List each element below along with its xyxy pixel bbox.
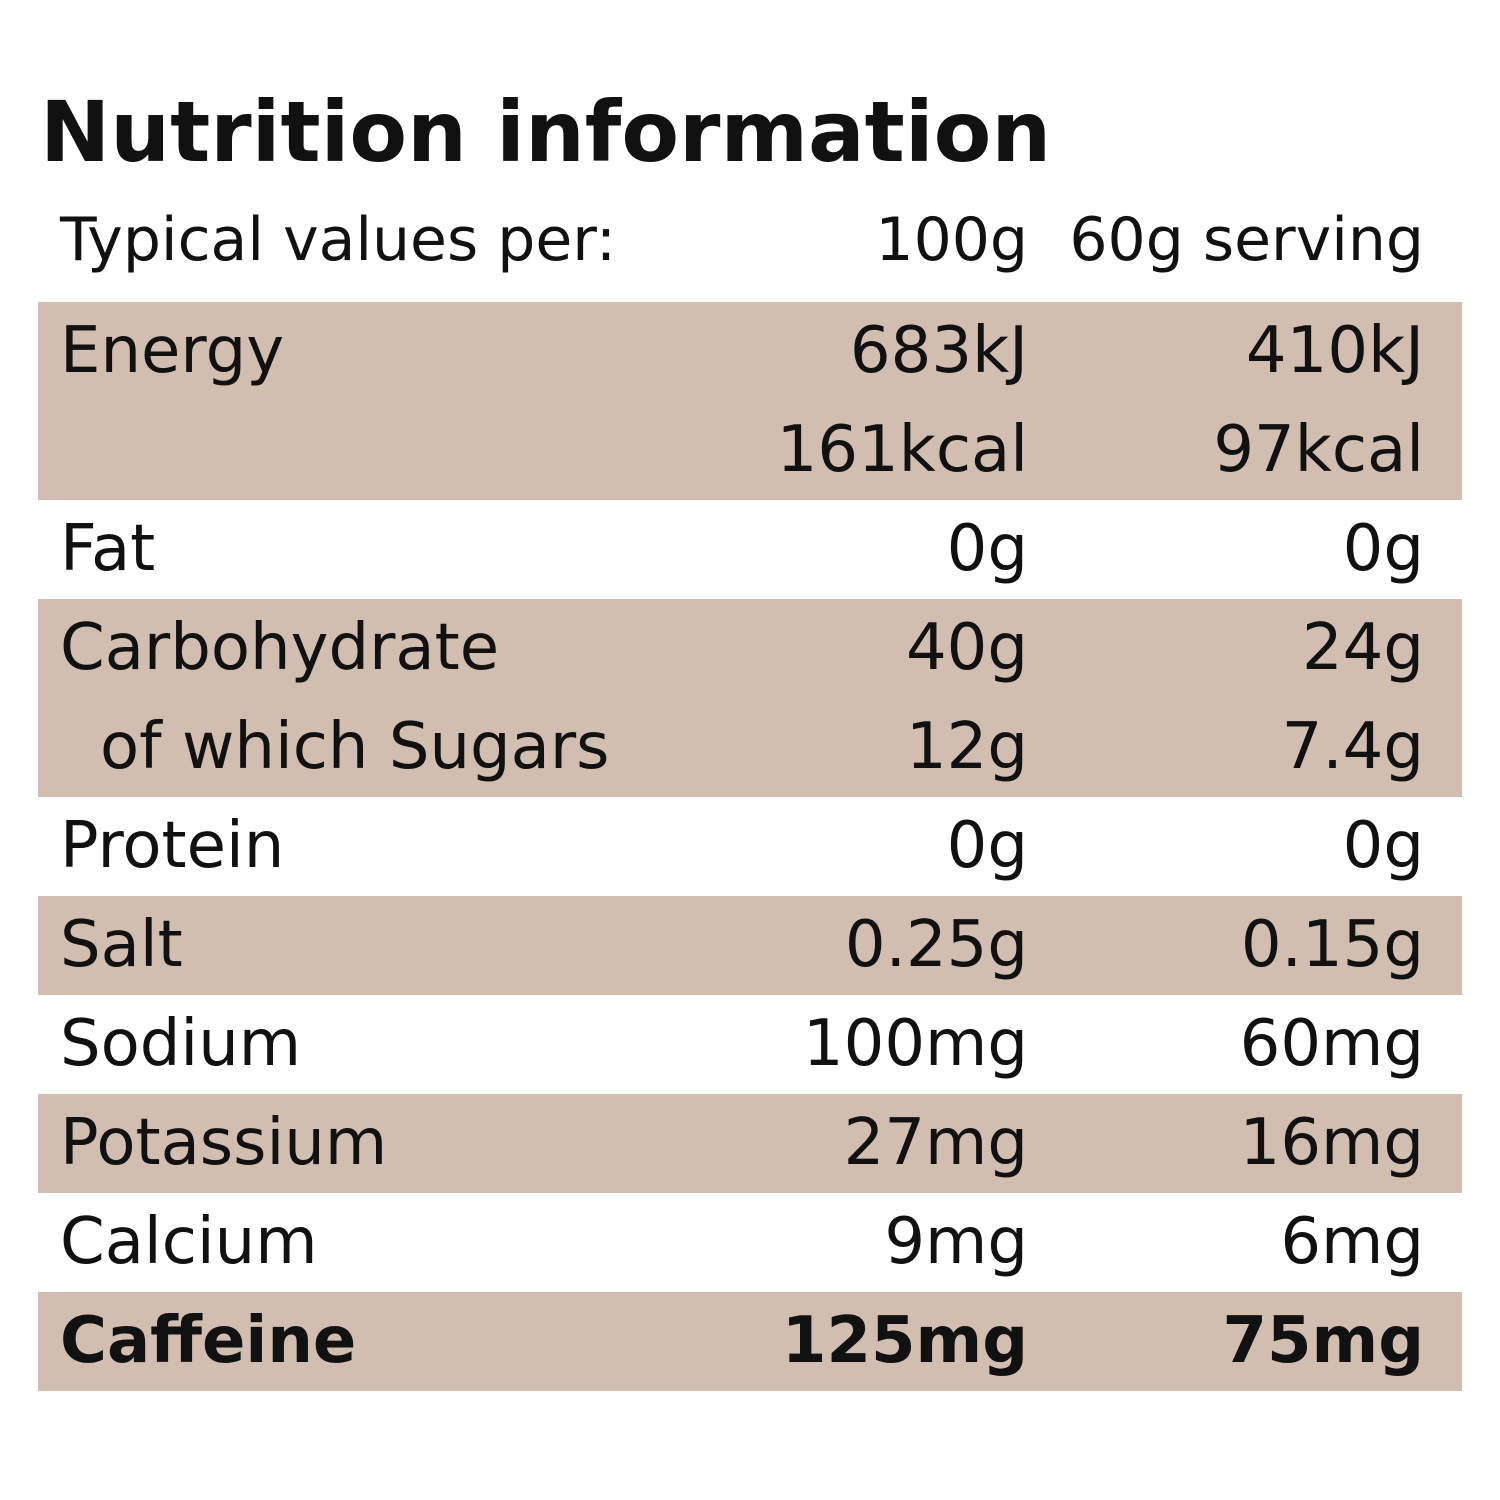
header-label: Typical values per: [60, 205, 617, 275]
table-row-carbohydrate: Carbohydrate 40g 24g [38, 599, 1462, 698]
row-value-100g: 0g [946, 512, 1028, 586]
row-value-100g: 125mg [781, 1304, 1028, 1378]
row-label: Caffeine [60, 1304, 357, 1378]
table-row-calcium: Calcium 9mg 6mg [38, 1193, 1462, 1292]
row-value-100g: 40g [905, 611, 1028, 685]
row-label: Salt [60, 908, 183, 982]
row-value-100g: 0.25g [844, 908, 1028, 982]
table-row-sugars: of which Sugars 12g 7.4g [38, 698, 1462, 797]
row-value-100g: 0g [946, 809, 1028, 883]
table-row-sodium: Sodium 100mg 60mg [38, 995, 1462, 1094]
row-value-serving: 0.15g [1240, 908, 1424, 982]
table-row-fat: Fat 0g 0g [38, 500, 1462, 599]
row-value-serving: 75mg [1222, 1304, 1424, 1378]
row-label: Potassium [60, 1106, 388, 1180]
row-label: Protein [60, 809, 285, 883]
row-label: of which Sugars [100, 710, 610, 784]
table-row-energy-kj: Energy 683kJ 410kJ [38, 302, 1462, 401]
header-col-serving: 60g serving [1069, 205, 1424, 275]
table-row-protein: Protein 0g 0g [38, 797, 1462, 896]
row-value-serving: 24g [1301, 611, 1424, 685]
row-label: Energy [60, 314, 285, 388]
row-value-serving: 16mg [1239, 1106, 1424, 1180]
row-value-serving: 97kcal [1213, 413, 1424, 487]
row-value-serving: 6mg [1280, 1205, 1424, 1279]
table-row-energy-kcal: 161kcal 97kcal [38, 401, 1462, 500]
row-value-serving: 410kJ [1245, 314, 1424, 388]
row-label: Carbohydrate [60, 611, 500, 685]
row-value-serving: 60mg [1239, 1007, 1424, 1081]
row-value-100g: 27mg [843, 1106, 1028, 1180]
table-header: Typical values per: 100g 60g serving [38, 190, 1462, 302]
row-label: Sodium [60, 1007, 302, 1081]
row-value-100g: 12g [905, 710, 1028, 784]
row-value-100g: 100mg [802, 1007, 1028, 1081]
row-value-serving: 7.4g [1281, 710, 1424, 784]
page-title: Nutrition information [40, 83, 1052, 181]
table-row-salt: Salt 0.25g 0.15g [38, 896, 1462, 995]
row-value-serving: 0g [1342, 809, 1424, 883]
row-label: Fat [60, 512, 156, 586]
row-value-100g: 9mg [884, 1205, 1028, 1279]
nutrition-table: Typical values per: 100g 60g serving Ene… [38, 190, 1462, 1391]
row-value-100g: 683kJ [849, 314, 1028, 388]
row-value-100g: 161kcal [776, 413, 1028, 487]
header-col-100g: 100g [875, 205, 1028, 275]
row-value-serving: 0g [1342, 512, 1424, 586]
table-row-caffeine: Caffeine 125mg 75mg [38, 1292, 1462, 1391]
row-label: Calcium [60, 1205, 318, 1279]
table-row-potassium: Potassium 27mg 16mg [38, 1094, 1462, 1193]
